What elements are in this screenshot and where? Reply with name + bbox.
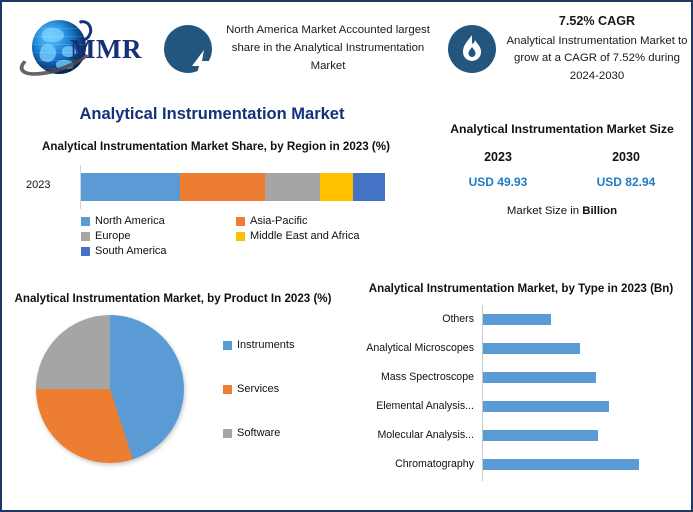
type-market-chart: Analytical Instrumentation Market, by Ty… xyxy=(350,280,692,483)
legend-swatch-icon xyxy=(223,428,232,438)
region-stacked-bar xyxy=(81,173,385,202)
region-legend-label: Asia-Pacific xyxy=(250,215,308,228)
product-pie xyxy=(36,315,184,464)
brand-name: MMR xyxy=(70,34,142,64)
market-size-note-unit: Billion xyxy=(582,205,618,218)
region-legend-label: North America xyxy=(95,215,165,228)
type-chart-bar xyxy=(483,400,609,412)
region-segment-0 xyxy=(81,173,180,202)
product-legend-item: Software xyxy=(223,427,294,439)
legend-swatch-icon xyxy=(81,231,90,241)
region-legend-label: Middle East and Africa xyxy=(250,230,360,243)
type-chart-row: Mass Spectroscope xyxy=(350,363,692,391)
product-legend-label: Instruments xyxy=(237,339,295,352)
product-share-chart: Analytical Instrumentation Market, by Pr… xyxy=(8,290,358,495)
type-chart-bar xyxy=(483,429,598,441)
cagr-headline: 7.52% CAGR xyxy=(558,14,636,29)
type-chart-label: Elemental Analysis... xyxy=(376,400,474,413)
region-chart-category-label: 2023 xyxy=(26,179,51,192)
market-size-year-2030: 2030 xyxy=(612,150,640,165)
type-chart-bar xyxy=(483,458,640,470)
product-legend-label: Services xyxy=(237,383,280,396)
header-highlight-1: North America Market Accounted largest s… xyxy=(164,22,434,78)
page-title: Analytical Instrumentation Market xyxy=(79,105,345,123)
region-legend-item: South America xyxy=(81,245,236,257)
legend-swatch-icon xyxy=(223,384,232,394)
header-highlight-2: 7.52% CAGR Analytical Instrumentation Ma… xyxy=(448,12,688,86)
region-segment-4 xyxy=(353,173,385,202)
product-legend-label: Software xyxy=(237,427,281,440)
region-legend-item: North America xyxy=(81,215,236,227)
market-size-note: Market Size in Billion xyxy=(434,205,690,217)
product-share-chart-title: Analytical Instrumentation Market, by Pr… xyxy=(14,292,332,305)
region-legend-label: South America xyxy=(95,245,167,258)
type-market-chart-title: Analytical Instrumentation Market, by Ty… xyxy=(368,282,674,295)
region-segment-3 xyxy=(319,173,354,202)
legend-swatch-icon xyxy=(223,340,232,350)
type-chart-label: Molecular Analysis... xyxy=(377,429,474,442)
product-legend-item: Instruments xyxy=(223,339,294,351)
region-legend-item: Asia-Pacific xyxy=(236,215,391,227)
legend-swatch-icon xyxy=(81,246,90,256)
region-share-chart: Analytical Instrumentation Market Share,… xyxy=(10,138,422,260)
lightning-bolt-icon xyxy=(164,24,212,78)
type-chart-label: Chromatography xyxy=(395,458,474,471)
type-chart-axis xyxy=(482,305,483,482)
region-segment-2 xyxy=(264,173,320,202)
type-chart-label: Analytical Microscopes xyxy=(366,342,474,355)
market-size-value-2023: USD 49.93 xyxy=(468,175,528,190)
market-size-value-2030: USD 82.94 xyxy=(596,175,656,190)
cagr-description: Analytical Instrumentation Market to gro… xyxy=(506,34,688,83)
type-chart-row: Others xyxy=(350,305,692,333)
market-size-year-2023: 2023 xyxy=(484,150,512,165)
type-chart-bar xyxy=(483,371,596,383)
region-segment-1 xyxy=(179,173,265,202)
market-size-panel: Analytical Instrumentation Market Size 2… xyxy=(434,120,690,217)
type-chart-row: Analytical Microscopes xyxy=(350,334,692,362)
header-highlight-2-text: 7.52% CAGR Analytical Instrumentation Ma… xyxy=(506,12,688,86)
type-chart-row: Elemental Analysis... xyxy=(350,392,692,420)
legend-swatch-icon xyxy=(236,231,245,241)
market-size-title: Analytical Instrumentation Market Size xyxy=(450,122,674,136)
type-chart-label: Mass Spectroscope xyxy=(380,371,474,384)
region-chart-axis xyxy=(80,165,81,210)
legend-swatch-icon xyxy=(81,216,90,226)
region-legend-item: Europe xyxy=(81,230,236,242)
legend-swatch-icon xyxy=(236,216,245,226)
region-legend-item: Middle East and Africa xyxy=(236,230,391,242)
globe-icon xyxy=(32,20,86,74)
region-legend-label: Europe xyxy=(95,230,131,243)
type-chart-row: Chromatography xyxy=(350,450,692,478)
header-highlight-1-text: North America Market Accounted largest s… xyxy=(226,24,430,72)
market-size-note-prefix: Market Size in xyxy=(506,205,583,218)
type-chart-bar xyxy=(483,313,551,325)
type-chart-label: Others xyxy=(442,313,474,326)
header-bar: MMR North America Market Accounted large… xyxy=(4,4,691,94)
mmr-logo: MMR xyxy=(10,12,160,86)
region-chart-legend: North America Asia-Pacific Europe Middle Ea… xyxy=(81,215,391,260)
product-legend-item: Services xyxy=(223,383,294,395)
region-share-chart-title: Analytical Instrumentation Market Share,… xyxy=(42,140,390,153)
flame-icon xyxy=(448,25,496,73)
type-chart-row: Molecular Analysis... xyxy=(350,421,692,449)
product-pie-legend: Instruments Services Software xyxy=(223,339,294,471)
type-chart-bar xyxy=(483,342,580,354)
